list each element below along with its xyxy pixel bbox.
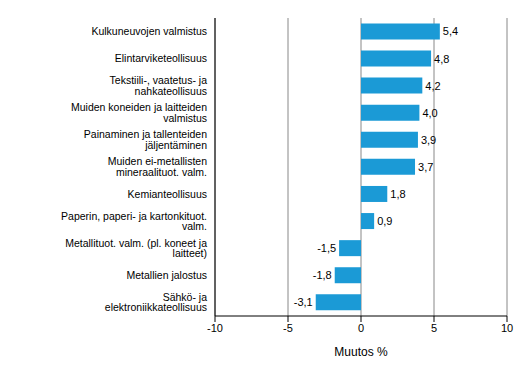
svg-text:Muiden koneiden ja laitteidenv: Muiden koneiden ja laitteidenvalmistus [71, 101, 207, 124]
svg-text:-5: -5 [283, 322, 293, 334]
svg-text:4,2: 4,2 [425, 80, 440, 92]
svg-text:Elintarviketeollisuus: Elintarviketeollisuus [115, 52, 207, 64]
svg-text:3,7: 3,7 [418, 161, 433, 173]
svg-text:Paperin, paperi- ja kartonkitu: Paperin, paperi- ja kartonkituot.valm. [61, 210, 207, 233]
svg-text:5: 5 [431, 322, 437, 334]
svg-text:-10: -10 [207, 322, 223, 334]
svg-text:-1,5: -1,5 [317, 242, 336, 254]
svg-text:Muutos %: Muutos % [334, 345, 388, 359]
svg-text:Sähkö- jaelektroniikkateollisu: Sähkö- jaelektroniikkateollisuus [105, 291, 207, 314]
svg-text:3,9: 3,9 [421, 134, 436, 146]
svg-text:1,8: 1,8 [390, 188, 405, 200]
svg-text:Metallituot. valm. (pl. koneet: Metallituot. valm. (pl. koneet jalaittee… [65, 237, 207, 260]
svg-text:4,8: 4,8 [434, 53, 449, 65]
svg-text:Muiden ei-metallistenmineraali: Muiden ei-metallistenmineraalituot. valm… [108, 155, 207, 178]
svg-text:Kulkuneuvojen valmistus: Kulkuneuvojen valmistus [91, 25, 207, 37]
svg-text:Kemianteollisuus: Kemianteollisuus [128, 188, 207, 200]
svg-text:Metallien jalostus: Metallien jalostus [126, 269, 207, 281]
svg-text:-1,8: -1,8 [313, 269, 332, 281]
svg-text:10: 10 [501, 322, 513, 334]
svg-text:-3,1: -3,1 [294, 296, 313, 308]
svg-text:0,9: 0,9 [377, 215, 392, 227]
svg-text:5,4: 5,4 [443, 25, 458, 37]
svg-text:Painaminen ja tallenteidenjälj: Painaminen ja tallenteidenjäljentäminen [84, 128, 207, 151]
svg-text:Tekstiili-, vaatetus- janahkat: Tekstiili-, vaatetus- janahkateollisuus [110, 74, 208, 97]
svg-text:0: 0 [358, 322, 364, 334]
svg-text:4,0: 4,0 [422, 107, 437, 119]
